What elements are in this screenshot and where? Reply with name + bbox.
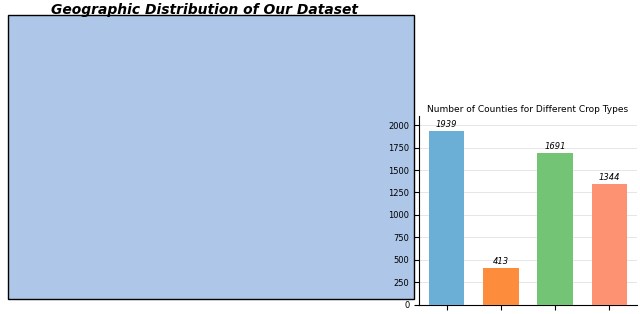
Text: Geographic Distribution of Our Dataset: Geographic Distribution of Our Dataset bbox=[51, 3, 358, 17]
Bar bbox=[538, 153, 573, 305]
Text: 1691: 1691 bbox=[545, 142, 566, 151]
Text: 413: 413 bbox=[493, 257, 509, 266]
Bar bbox=[429, 131, 464, 305]
Title: Number of Counties for Different Crop Types: Number of Counties for Different Crop Ty… bbox=[428, 105, 628, 114]
Bar bbox=[592, 184, 627, 305]
Text: 1344: 1344 bbox=[598, 173, 620, 182]
Bar bbox=[483, 268, 518, 305]
Text: 1939: 1939 bbox=[436, 120, 458, 129]
